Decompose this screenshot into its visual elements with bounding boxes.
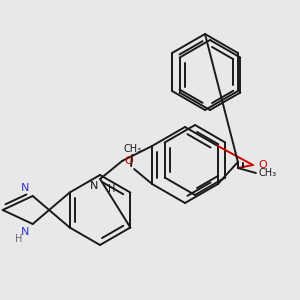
Text: N: N xyxy=(21,183,30,193)
Text: H: H xyxy=(15,234,23,244)
Text: CH₃: CH₃ xyxy=(123,144,141,154)
Text: H: H xyxy=(108,184,116,194)
Text: N: N xyxy=(90,181,98,191)
Text: O: O xyxy=(125,156,134,166)
Text: N: N xyxy=(21,227,30,237)
Text: O: O xyxy=(258,160,267,170)
Text: CH₃: CH₃ xyxy=(259,168,277,178)
